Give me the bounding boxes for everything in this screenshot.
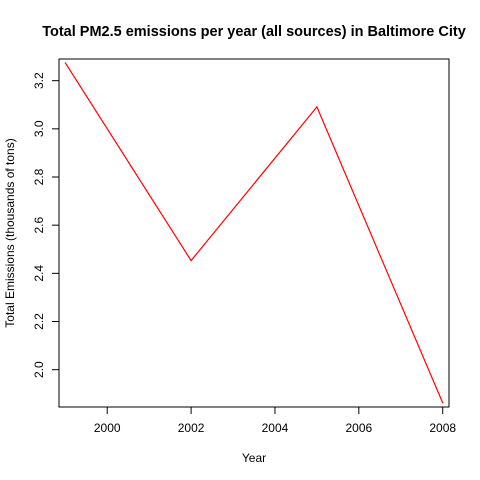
x-tick-label: 2002 (178, 421, 205, 435)
data-point (190, 259, 192, 262)
data-point (442, 402, 444, 404)
y-tick-label: 2.0 (32, 361, 46, 378)
y-axis: 2.0 2.2 2.4 2.6 2.8 3.0 3.2 (32, 72, 59, 378)
x-tick-label: 2004 (262, 421, 289, 435)
y-tick-label: 2.2 (32, 313, 46, 330)
x-axis: 2000 2002 2004 2006 2008 (94, 407, 456, 435)
x-axis-label: Year (242, 451, 266, 465)
data-point (316, 106, 318, 108)
y-tick-label: 2.4 (32, 265, 46, 282)
x-tick-label: 2006 (345, 421, 372, 435)
y-tick-label: 2.8 (32, 168, 46, 185)
y-tick-label: 3.2 (32, 72, 46, 89)
chart-title: Total PM2.5 emissions per year (all sour… (42, 24, 466, 40)
x-tick-label: 2008 (429, 421, 456, 435)
y-tick-label: 3.0 (32, 120, 46, 137)
plot-area-box (58, 58, 450, 408)
y-axis-label: Total Emissions (thousands of tons) (3, 138, 17, 327)
series-line (64, 62, 444, 404)
data-point (64, 62, 66, 64)
series-layer (64, 62, 444, 404)
y-tick-label: 2.6 (32, 217, 46, 234)
x-tick-label: 2000 (94, 421, 121, 435)
